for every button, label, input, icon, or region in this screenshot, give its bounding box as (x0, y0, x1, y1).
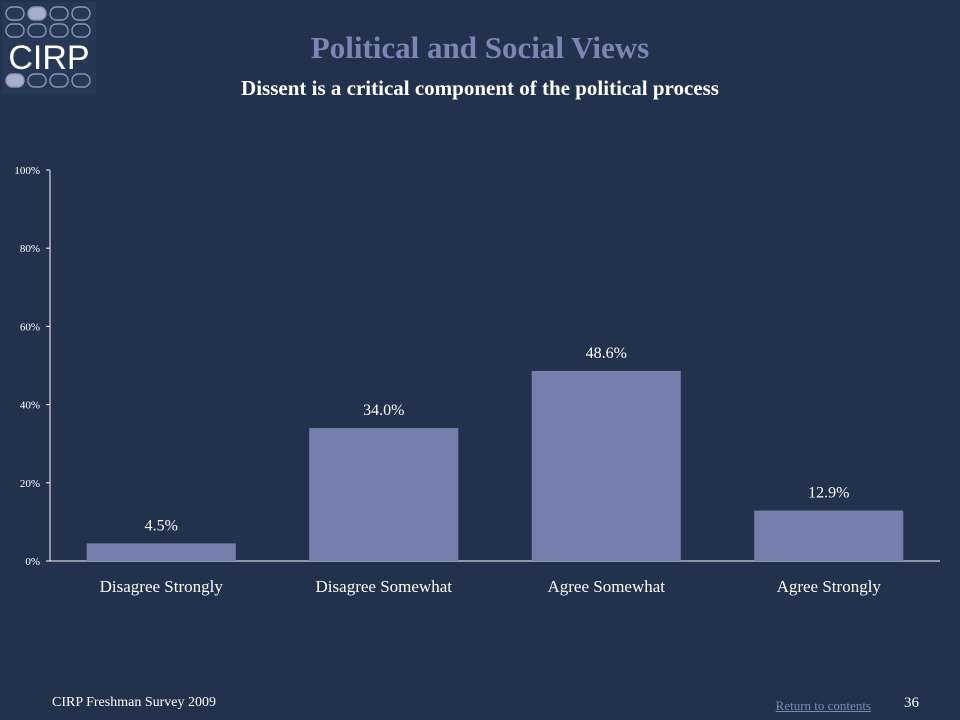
x-category-label: Disagree Strongly (100, 577, 224, 596)
bar-value-label: 4.5% (145, 517, 178, 534)
page-title: Political and Social Views (310, 30, 650, 65)
y-tick-label: 60% (20, 321, 40, 333)
bar (309, 428, 459, 561)
bar-value-label: 12.9% (808, 485, 849, 502)
bar-chart: 0% 20% 40% 60% 80% 100% 4.5% Disagree Strongly 3… (14, 165, 940, 596)
bar (754, 510, 904, 561)
logo-text: CIRP (8, 39, 89, 77)
y-tick-label: 100% (14, 165, 40, 177)
bar-value-label: 34.0% (363, 402, 404, 419)
bar (86, 543, 236, 561)
page-number: 36 (904, 695, 919, 711)
x-category-label: Agree Somewhat (547, 577, 665, 596)
bar (531, 370, 681, 561)
page-subtitle: Dissent is a critical component of the p… (241, 76, 719, 100)
x-category-label: Disagree Somewhat (316, 577, 453, 596)
y-tick-label: 40% (20, 400, 40, 412)
footer-source: CIRP Freshman Survey 2009 (52, 695, 216, 710)
bar-value-label: 48.6% (586, 345, 627, 362)
y-tick-label: 0% (25, 556, 40, 568)
y-tick-label: 20% (20, 478, 40, 490)
cirp-logo: CIRP (2, 2, 96, 94)
y-tick-label: 80% (20, 243, 40, 255)
x-category-label: Agree Strongly (777, 577, 882, 596)
return-to-contents-link[interactable]: Return to contents (775, 698, 871, 713)
